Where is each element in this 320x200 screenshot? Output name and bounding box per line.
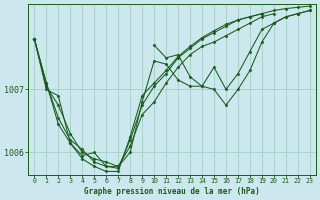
X-axis label: Graphe pression niveau de la mer (hPa): Graphe pression niveau de la mer (hPa) <box>84 187 260 196</box>
